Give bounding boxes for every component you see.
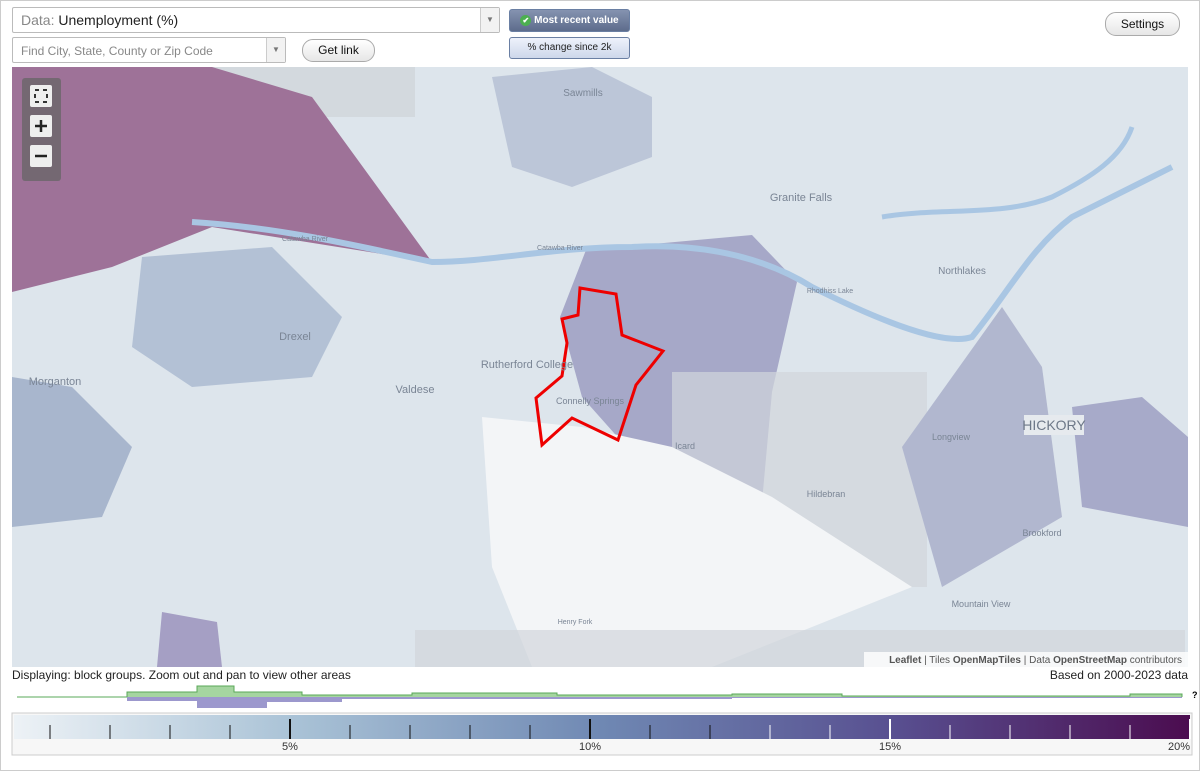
histogram: ?: [17, 685, 1198, 708]
get-link-button[interactable]: Get link: [302, 39, 375, 62]
fullscreen-icon: [34, 89, 48, 103]
place-label: Catawba River: [282, 236, 329, 243]
place-label: Northlakes: [938, 266, 986, 277]
attribution-text: Data: [1029, 655, 1051, 666]
attribution-link[interactable]: Leaflet: [889, 655, 922, 666]
data-select[interactable]: Data: Unemployment (%) ▼: [12, 7, 500, 33]
label-halo: [1024, 415, 1084, 435]
region: [492, 67, 652, 187]
region: [12, 377, 132, 527]
map[interactable]: Sawmills Granite Falls Catawba River Cat…: [12, 67, 1188, 667]
color-legend: 5% 10% 15% 20%: [11, 712, 1193, 756]
region: [902, 307, 1062, 587]
region: [132, 247, 342, 387]
attribution: Leaflet | Tiles OpenMapTiles | Data Open…: [889, 655, 1182, 666]
zoom-in-icon: [35, 120, 47, 132]
settings-button[interactable]: Settings: [1105, 12, 1180, 36]
search-box[interactable]: Find City, State, County or Zip Code ▼: [12, 37, 286, 63]
region: [12, 67, 432, 292]
legend-tick-label: 20%: [1168, 741, 1190, 753]
place-label: Brookford: [1022, 528, 1061, 538]
attribution-bg: [864, 652, 1188, 667]
place-label: Hildebran: [807, 489, 846, 499]
place-label: Icard: [675, 441, 695, 451]
attribution-text: contributors: [1130, 655, 1182, 666]
dropdown-arrow: ▼: [480, 8, 499, 32]
selected-boundary[interactable]: [534, 286, 666, 449]
place-label: Rhodhiss Lake: [807, 288, 853, 295]
data-years-note: Based on 2000-2023 data: [1049, 668, 1188, 682]
displaying-note: Displaying: block groups. Zoom out and p…: [12, 668, 351, 682]
legend-tick-label: 10%: [579, 741, 601, 753]
legend-tick-label: 15%: [879, 741, 901, 753]
place-label: HICKORY: [1022, 417, 1086, 433]
place-label: Valdese: [396, 384, 435, 396]
data-select-value: Unemployment (%): [58, 12, 179, 28]
place-label: Rutherford College: [481, 359, 573, 371]
histogram-lower: [17, 697, 1182, 708]
river: [881, 126, 1135, 220]
zoom-control: [22, 78, 61, 181]
place-label: Mountain View: [952, 599, 1011, 609]
histogram-upper: [17, 685, 1183, 698]
legend-tick-label: 5%: [282, 741, 298, 753]
place-label: Drexel: [279, 331, 311, 343]
region: [157, 612, 222, 667]
pct-change-toggle[interactable]: % change since 2k: [509, 37, 630, 59]
most-recent-label: Most recent value: [534, 15, 619, 26]
fullscreen-button[interactable]: [30, 85, 52, 107]
search-placeholder: Find City, State, County or Zip Code: [21, 44, 213, 58]
place-label: Catawba River: [537, 245, 584, 252]
check-icon: ✔: [520, 14, 532, 26]
attribution-text: Tiles: [929, 655, 950, 666]
place-label: Sawmills: [563, 88, 602, 99]
dropdown-arrow: ▼: [266, 38, 285, 62]
place-label: Henry Fork: [558, 619, 593, 626]
place-label: Granite Falls: [770, 192, 833, 204]
region: [1072, 397, 1188, 527]
data-select-label: Data:: [21, 12, 55, 28]
attribution-link[interactable]: OpenStreetMap: [1053, 655, 1127, 666]
region: [482, 417, 912, 667]
most-recent-toggle[interactable]: ✔ Most recent value: [509, 9, 630, 32]
place-label: Longview: [932, 432, 971, 442]
legend-ramp: [14, 715, 1190, 739]
place-label: Connelly Springs: [556, 396, 625, 406]
unknown-marker: ?: [1192, 690, 1198, 700]
river: [191, 164, 1174, 342]
attribution-link[interactable]: OpenMapTiles: [953, 655, 1022, 666]
place-label: Morganton: [29, 376, 82, 388]
